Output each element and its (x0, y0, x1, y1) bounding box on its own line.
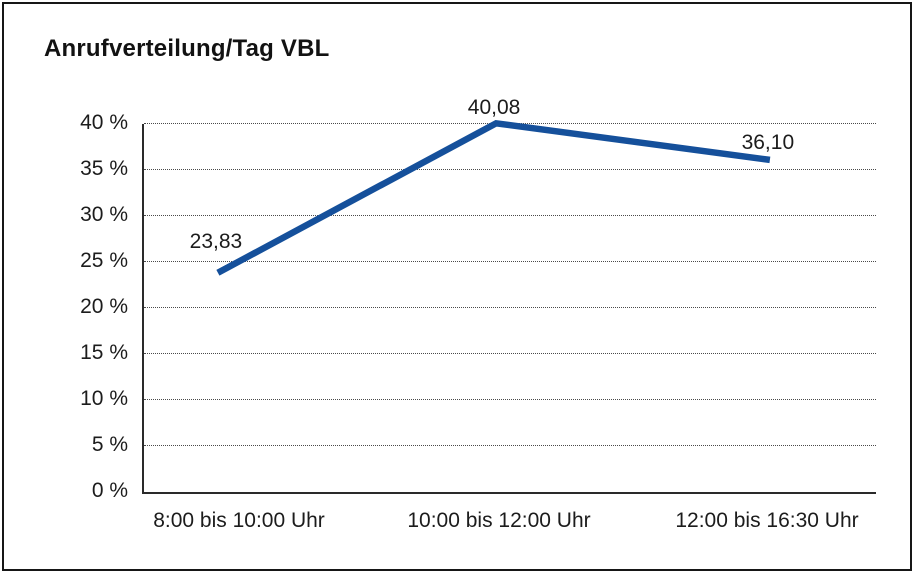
gridline-10pct (144, 399, 876, 400)
gridline-5pct (144, 445, 876, 446)
gridline-35pct (144, 169, 876, 170)
gridline-30pct (144, 215, 876, 216)
y-axis-tick-label: 0 % (91, 479, 128, 502)
y-axis-tick-label: 35 % (80, 157, 128, 180)
data-point-label: 23,83 (189, 229, 243, 253)
x-axis-category-label: 12:00 bis 16:30 Uhr (675, 509, 859, 532)
y-axis-tick-label: 40 % (80, 111, 128, 134)
chart-title: Anrufverteilung/Tag VBL (44, 35, 330, 62)
y-axis-tick-label: 15 % (80, 341, 128, 364)
y-axis-tick-label: 25 % (80, 249, 128, 272)
gridline-25pct (144, 261, 876, 262)
x-axis-category-label: 8:00 bis 10:00 Uhr (153, 509, 325, 532)
plot-area (142, 119, 876, 494)
data-point-label: 36,10 (741, 130, 795, 154)
y-axis-tick-label: 20 % (80, 295, 128, 318)
y-axis-tick-label: 10 % (80, 387, 128, 410)
data-series-line (216, 119, 771, 276)
gridline-20pct (144, 307, 876, 308)
gridline-15pct (144, 353, 876, 354)
data-point-label: 40,08 (467, 96, 521, 120)
line-series-svg (216, 119, 771, 276)
y-axis-tick-label: 30 % (80, 203, 128, 226)
x-axis-category-label: 10:00 bis 12:00 Uhr (407, 509, 591, 532)
y-axis-tick-label: 5 % (91, 433, 128, 456)
